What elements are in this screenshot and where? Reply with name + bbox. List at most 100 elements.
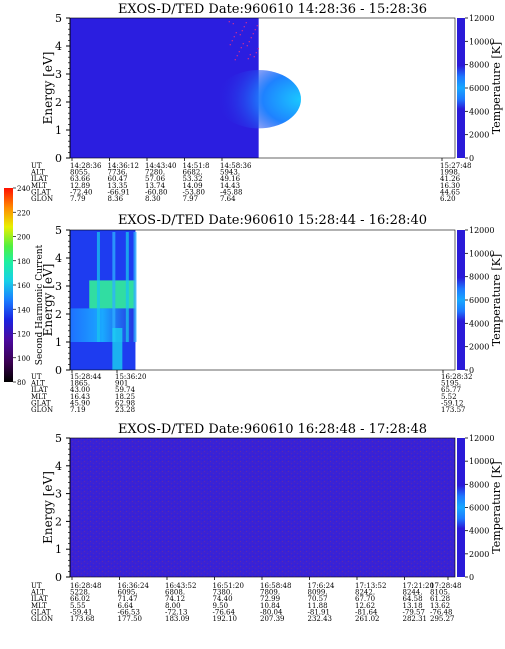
ephemeris-value: 45.90 bbox=[70, 399, 90, 407]
ephemeris-value: 261.02 bbox=[355, 615, 380, 623]
data-coverage bbox=[70, 438, 455, 577]
ephemeris-value: 14:58:36 bbox=[220, 162, 252, 170]
ephemeris-value: 5.55 bbox=[70, 602, 86, 610]
ephemeris-value: -53.80 bbox=[183, 188, 205, 196]
shc-colorbar-label: Second Harmonic Current bbox=[35, 244, 45, 365]
spectrogram-plot-area bbox=[69, 229, 456, 371]
y-tick-label: 1 bbox=[55, 124, 62, 137]
noise-speck bbox=[246, 45, 248, 47]
ephemeris-row-label: UT bbox=[31, 373, 42, 381]
second-harmonic-colorbar: 80 100 120 140 160 180 200 220 240 Second Harmoni… bbox=[4, 185, 45, 387]
ephemeris-value: 7809. bbox=[260, 589, 280, 597]
noise-speck bbox=[235, 32, 237, 34]
y-tick-label: 5 bbox=[55, 432, 62, 445]
ephemeris-value: 173.57 bbox=[441, 406, 466, 414]
ephemeris-value: 16.43 bbox=[70, 393, 90, 401]
ephemeris-value: 16:51:20 bbox=[213, 582, 244, 590]
noise-speck bbox=[255, 52, 257, 54]
ephemeris-value: 8244. bbox=[403, 589, 423, 597]
noise-speck bbox=[249, 54, 251, 56]
ephemeris-value: 18.25 bbox=[115, 393, 135, 401]
y-tick-label: 3 bbox=[55, 280, 62, 293]
panel-title: EXOS-D/TED Date:960610 15:28:44 - 16:28:… bbox=[118, 213, 427, 228]
y-axis: 0 1 2 3 4 5 Energy [eV] bbox=[41, 12, 71, 165]
ephemeris-value: 5.52 bbox=[441, 393, 457, 401]
y-tick-label: 3 bbox=[55, 488, 62, 501]
ephemeris-value: -66.91 bbox=[108, 188, 130, 196]
noise-speck bbox=[241, 30, 243, 32]
ephemeris-value: 74.40 bbox=[213, 595, 233, 603]
colorbar-tick-label: 4000 bbox=[469, 107, 489, 116]
ephemeris-value: 901 bbox=[115, 380, 128, 388]
ephemeris-value: 15:36:20 bbox=[115, 373, 146, 381]
colorbar-tick-label: 12000 bbox=[469, 226, 494, 235]
ephemeris-value: 13.18 bbox=[403, 602, 423, 610]
ephemeris-row-label: GLAT bbox=[31, 608, 51, 616]
ephemeris-value: -80.04 bbox=[260, 608, 283, 616]
shc-tick-label: 240 bbox=[17, 185, 30, 193]
ephemeris-value: 6095. bbox=[118, 589, 138, 597]
ephemeris-row-label: GLON bbox=[31, 615, 53, 623]
colorbar-label: Temperature [K] bbox=[490, 42, 503, 134]
ephemeris-value: 13.74 bbox=[145, 182, 166, 190]
noise-speck bbox=[254, 29, 256, 31]
y-tick-label: 0 bbox=[55, 571, 62, 584]
colorbar-tick-label: 8000 bbox=[469, 480, 489, 489]
ephemeris-value: 7736. bbox=[108, 169, 128, 177]
ephemeris-value: 59.74 bbox=[115, 386, 136, 394]
ephemeris-value: 44.65 bbox=[440, 188, 460, 196]
ephemeris-value: 61.28 bbox=[430, 595, 450, 603]
ephemeris-value: 15:27:48 bbox=[440, 162, 471, 170]
y-tick-label: 2 bbox=[55, 96, 62, 109]
noise-speck bbox=[245, 22, 247, 24]
ephemeris-value: 8105. bbox=[430, 589, 450, 597]
ephemeris-row-label: MLT bbox=[31, 393, 47, 401]
ephemeris-value: 282.31 bbox=[403, 615, 428, 623]
noise-speck bbox=[238, 51, 240, 53]
ephemeris-value: -76.48 bbox=[430, 608, 452, 616]
ephemeris-value: 74.12 bbox=[165, 595, 185, 603]
ephemeris-value: 6808. bbox=[165, 589, 185, 597]
ephemeris-value: 49.16 bbox=[220, 175, 241, 183]
noise-speck bbox=[232, 23, 234, 25]
ephemeris-value: 14.43 bbox=[220, 182, 240, 190]
shc-tick-label: 180 bbox=[17, 258, 30, 266]
ephemeris-value: 8.00 bbox=[165, 602, 181, 610]
ephemeris-row-label: UT bbox=[31, 582, 42, 590]
ephemeris-value: 8099. bbox=[308, 589, 328, 597]
ephemeris-value: -66.53 bbox=[118, 608, 140, 616]
ephemeris-value: 16:36:24 bbox=[118, 582, 150, 590]
ephemeris-value: 5943. bbox=[220, 169, 240, 177]
ephemeris-row-label: GLON bbox=[31, 406, 53, 414]
noise-speck bbox=[253, 56, 255, 58]
ephemeris-value: 43.00 bbox=[70, 386, 90, 394]
colorbar-tick-label: 6000 bbox=[469, 84, 489, 93]
ephemeris-row-label: UT bbox=[31, 162, 42, 170]
ephemeris-value: 14:43:40 bbox=[145, 162, 176, 170]
y-tick-label: 2 bbox=[55, 515, 62, 528]
y-axis: 0 1 2 3 4 5 Energy [eV] bbox=[41, 224, 71, 377]
colorbar-tick-label: 10000 bbox=[469, 249, 494, 258]
ephemeris-value: -45.88 bbox=[220, 188, 242, 196]
ephemeris-value: 17:21:20 bbox=[403, 582, 434, 590]
vertical-streak bbox=[96, 232, 100, 342]
ephemeris-value: 7380. bbox=[213, 589, 233, 597]
shc-tick-label: 200 bbox=[17, 234, 30, 242]
ephemeris-value: 5195. bbox=[441, 380, 461, 388]
ephemeris-table: UTALTILATMLTGLATGLON15:28:441865.43.0016… bbox=[30, 370, 472, 414]
vertical-streak bbox=[112, 232, 116, 342]
ephemeris-value: -72.13 bbox=[165, 608, 187, 616]
ephemeris-row-label: ILAT bbox=[31, 175, 48, 183]
shc-tick-label: 80 bbox=[17, 379, 26, 387]
ephemeris-value: 6.64 bbox=[118, 602, 134, 610]
shc-tick-label: 160 bbox=[17, 282, 30, 290]
ephemeris-value: 173.68 bbox=[70, 615, 95, 623]
y-tick-label: 0 bbox=[55, 152, 62, 165]
ephemeris-value: 67.70 bbox=[355, 595, 375, 603]
vertical-streak bbox=[125, 232, 129, 342]
colorbar-tick-label: 0 bbox=[469, 366, 474, 375]
ephemeris-row-label: MLT bbox=[31, 602, 47, 610]
noise-speck bbox=[252, 33, 254, 35]
colorbar-scale bbox=[457, 230, 465, 370]
